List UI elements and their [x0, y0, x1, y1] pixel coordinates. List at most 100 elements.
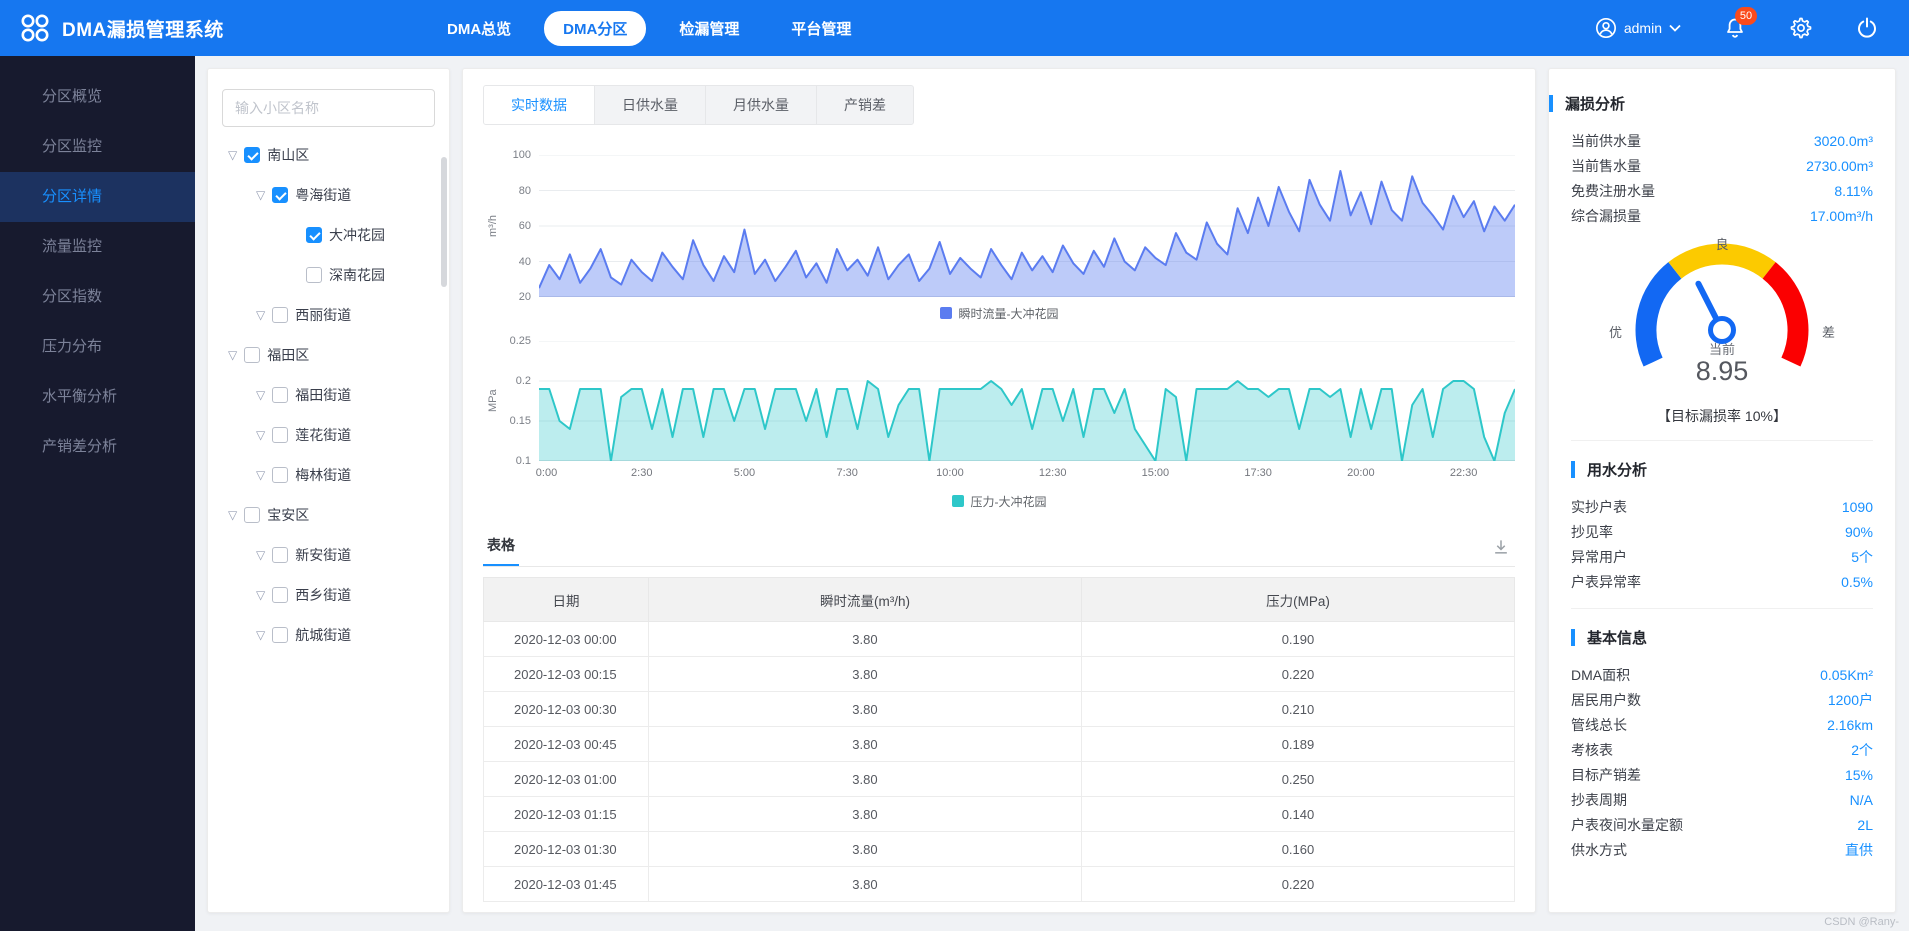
tree-node[interactable]: ▽ 航城街道	[222, 615, 435, 655]
main-panel: 实时数据 日供水量 月供水量 产销差 m³/h 100 80 60 40 20 瞬时流量-大冲…	[462, 68, 1536, 913]
tree-node-label: 大冲花园	[329, 227, 385, 243]
app-title: DMA漏损管理系统	[62, 19, 224, 41]
tree-node[interactable]: ▽ 福田街道	[222, 375, 435, 415]
value-cell: 0.190	[1080, 621, 1516, 657]
chart-tab-1[interactable]: 实时数据	[484, 86, 595, 124]
tree-node[interactable]: ▽ 粤海街道	[222, 175, 435, 215]
settings-button[interactable]	[1789, 16, 1813, 40]
download-button[interactable]	[1491, 537, 1515, 557]
x-tick-label: 17:30	[1244, 467, 1272, 479]
header-actions: admin 50	[1595, 7, 1879, 40]
info-value: 90%	[1844, 523, 1873, 540]
sidebar-item[interactable]: 压力分布	[42, 338, 103, 355]
chart-tab-2[interactable]: 日供水量	[595, 86, 706, 124]
value-cell: 0.160	[1080, 831, 1516, 867]
nav-tab-4[interactable]: 平台管理	[791, 20, 852, 38]
info-row: 异常用户 5个	[1571, 544, 1873, 569]
table-tab[interactable]: 表格	[483, 527, 519, 566]
nav-tab-1[interactable]: DMA总览	[447, 20, 512, 38]
tree-node[interactable]: ▽ 新安街道	[222, 535, 435, 575]
nav-tab-3[interactable]: 检漏管理	[679, 20, 740, 38]
search-input[interactable]	[222, 89, 435, 127]
user-menu[interactable]: admin	[1595, 17, 1681, 39]
gauge-target: 【目标漏损率 10%】	[1657, 408, 1787, 424]
caret-down-icon[interactable]: ▽	[256, 428, 266, 442]
nav-tab-2[interactable]: DMA分区	[544, 10, 647, 46]
tree-checkbox[interactable]	[244, 507, 261, 523]
caret-down-icon[interactable]: ▽	[256, 548, 266, 562]
caret-down-icon[interactable]: ▽	[256, 468, 266, 482]
tree-node[interactable]: ▽ 西丽街道	[222, 295, 435, 335]
sidebar-item[interactable]: 产销差分析	[42, 438, 118, 455]
chart-tab-3[interactable]: 月供水量	[706, 86, 817, 124]
analysis-panel: 漏损分析 当前供水量 3020.0m³ 当前售水量 2730.00m³ 免费注册水量 8.1…	[1548, 68, 1896, 913]
info-value: 17.00m³/h	[1809, 207, 1873, 224]
tree-checkbox[interactable]	[244, 347, 261, 363]
sidebar-item[interactable]: 分区详情	[0, 172, 195, 222]
tree-node[interactable]: ▽ 梅林街道	[222, 455, 435, 495]
sidebar-item[interactable]: 流量监控	[42, 238, 103, 255]
caret-down-icon[interactable]: ▽	[256, 188, 266, 202]
tree-checkbox[interactable]	[272, 307, 289, 323]
tree-checkbox[interactable]	[306, 267, 322, 283]
info-value: 3020.0m³	[1813, 132, 1873, 149]
value-cell: 3.80	[647, 691, 1082, 727]
tree-checkbox[interactable]	[306, 227, 322, 243]
caret-down-icon[interactable]: ▽	[256, 588, 266, 602]
caret-down-icon[interactable]: ▽	[256, 628, 266, 642]
scrollbar-thumb[interactable]	[441, 157, 447, 287]
y-tick-label: 0.25	[509, 335, 531, 347]
flow-legend-label: 瞬时流量-大冲花园	[958, 306, 1059, 321]
tree-node[interactable]: ▽ 福田区	[222, 335, 435, 375]
tree-checkbox[interactable]	[272, 467, 289, 483]
tree-node[interactable]: ▽ 南山区	[222, 135, 435, 175]
y-tick-label: 100	[512, 149, 531, 161]
info-row: 免费注册水量 8.11%	[1571, 178, 1873, 203]
info-label: 抄表周期	[1571, 791, 1627, 808]
gauge-label-left: 优	[1609, 325, 1623, 340]
caret-down-icon[interactable]: ▽	[256, 308, 266, 322]
info-label: 户表夜间水量定额	[1571, 816, 1683, 833]
tree-node[interactable]: ▽ 莲花街道	[222, 415, 435, 455]
tree-checkbox[interactable]	[272, 547, 289, 563]
value-cell: 0.220	[1080, 656, 1516, 692]
info-label: 当前售水量	[1571, 157, 1641, 174]
pressure-legend-marker	[951, 495, 964, 507]
tree-checkbox[interactable]	[244, 147, 261, 163]
x-tick-label: 12:30	[1038, 467, 1067, 479]
tree-node-label: 南山区	[267, 147, 310, 163]
caret-down-icon[interactable]: ▽	[228, 508, 238, 522]
caret-down-icon[interactable]: ▽	[228, 148, 238, 162]
sidebar-item[interactable]: 分区指数	[42, 288, 103, 305]
sidebar-item[interactable]: 水平衡分析	[42, 388, 118, 405]
chart-tab-4[interactable]: 产销差	[844, 97, 886, 113]
tree-checkbox[interactable]	[272, 427, 289, 443]
tree-node[interactable]: ▽ 西乡街道	[222, 575, 435, 615]
info-row: 抄表周期 N/A	[1571, 787, 1873, 812]
tree-node[interactable]: 深南花园	[222, 255, 435, 295]
value-cell: 3.80	[647, 761, 1082, 797]
power-icon	[1858, 17, 1876, 38]
date-cell: 2020-12-03 01:45	[483, 866, 649, 902]
sidebar-item[interactable]: 分区概览	[42, 88, 103, 105]
section-漏损分析: 漏损分析 当前供水量 3020.0m³ 当前售水量 2730.00m³ 免费注册水量 8.1…	[1549, 89, 1873, 228]
info-value: 8.11%	[1834, 182, 1873, 199]
caret-down-icon[interactable]: ▽	[256, 388, 266, 402]
tree-checkbox[interactable]	[272, 627, 289, 643]
notifications-button[interactable]: 50	[1723, 7, 1757, 40]
tree-checkbox[interactable]	[272, 187, 289, 203]
caret-down-icon[interactable]: ▽	[228, 348, 238, 362]
tree-checkbox[interactable]	[272, 387, 289, 403]
tree-node[interactable]: 大冲花园	[222, 215, 435, 255]
date-cell: 2020-12-03 00:45	[483, 726, 649, 762]
value-cell: 0.250	[1080, 761, 1516, 797]
download-icon	[1495, 539, 1507, 554]
tree-node[interactable]: ▽ 宝安区	[222, 495, 435, 535]
tree-checkbox[interactable]	[272, 587, 289, 603]
gauge-current-label: 当前	[1708, 342, 1735, 357]
logout-button[interactable]	[1855, 16, 1879, 40]
info-label: 综合漏损量	[1571, 207, 1641, 224]
x-tick-label: 15:00	[1141, 467, 1170, 479]
sidebar-item[interactable]: 分区监控	[42, 138, 103, 155]
